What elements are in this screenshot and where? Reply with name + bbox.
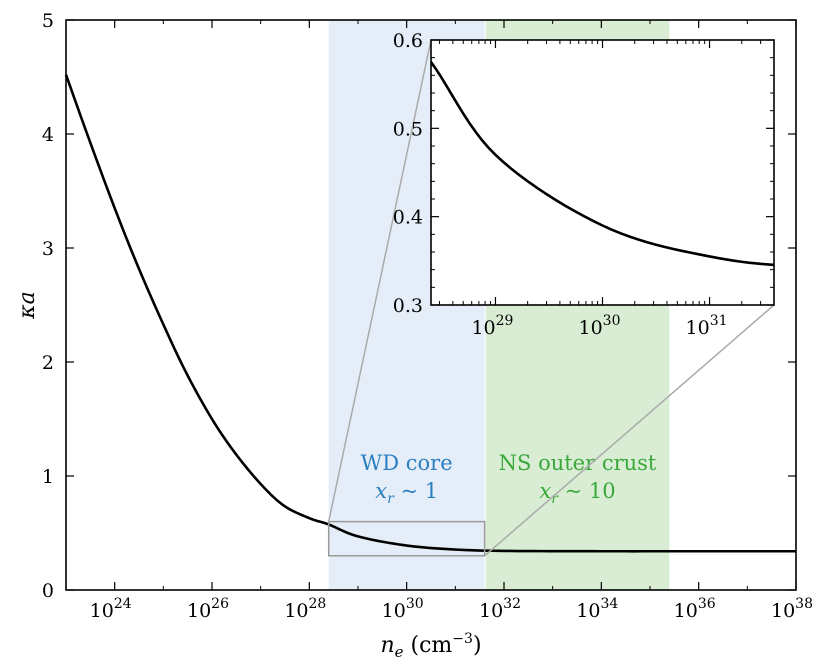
y-tick-label: 0: [42, 580, 54, 602]
inset-y-tick-label: 0.4: [393, 207, 423, 229]
inset-background: [431, 40, 774, 305]
y-tick-label: 4: [42, 124, 54, 146]
x-tick-label: 1036: [674, 596, 716, 622]
y-tick-label: 2: [42, 352, 54, 374]
inset-y-tick-label: 0.3: [393, 295, 423, 317]
y-axis-title: κa: [15, 291, 40, 320]
x-tick-label: 1026: [187, 596, 229, 622]
x-tick-label: 1038: [771, 596, 813, 622]
inset-x-tick-label: 1029: [471, 313, 513, 339]
x-tick-label: 1034: [576, 596, 618, 622]
region-label-0: WD core: [361, 451, 453, 475]
inset-y-tick-label: 0.6: [393, 30, 423, 52]
region-sublabel-1: xr ~ 10: [539, 479, 615, 507]
zoom-connector-left: [327, 39, 432, 522]
main-curve: [64, 74, 796, 553]
region-sublabel-0: xr ~ 1: [375, 479, 438, 507]
region-label-1: NS outer crust: [499, 451, 657, 475]
inset-curve: [431, 59, 774, 267]
x-tick-label: 1028: [284, 596, 326, 622]
zoom-connector-right: [484, 304, 775, 557]
x-tick-label: 1030: [382, 596, 424, 622]
y-tick-label: 1: [42, 466, 54, 488]
y-tick-label: 3: [42, 238, 54, 260]
inset-x-tick-label: 1031: [686, 313, 728, 339]
zoom-box: [327, 520, 486, 557]
inset-y-tick-label: 0.5: [393, 118, 423, 140]
x-axis-title: ne (cm−3): [380, 631, 481, 661]
main-axes-frame: [65, 19, 797, 591]
inset-x-tick-label: 1030: [578, 313, 620, 339]
y-tick-label: 5: [42, 10, 54, 32]
x-tick-label: 1032: [479, 596, 521, 622]
x-tick-label: 1024: [90, 596, 132, 622]
